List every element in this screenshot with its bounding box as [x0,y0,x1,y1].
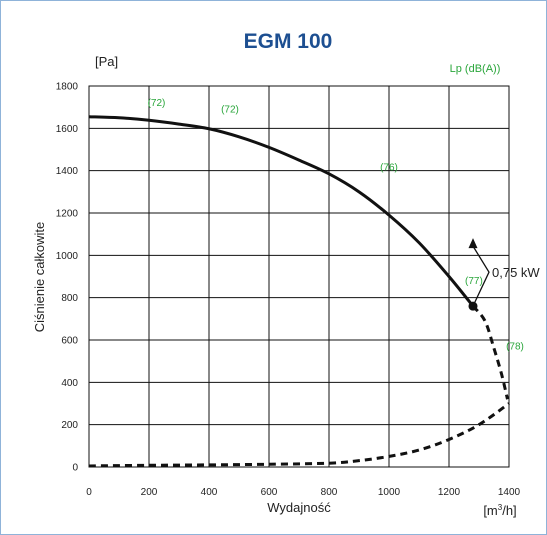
y-tick-label: 800 [61,293,78,304]
x-tick-label: 200 [141,487,158,498]
x-tick-label: 800 [321,487,338,498]
series-layer [88,115,510,468]
pressure-curve [88,115,475,308]
dashed-curve-2 [88,402,510,468]
y-tick-label: 0 [72,463,78,474]
marker-layer: 0,75 kW [468,238,540,311]
y-tick-label: 400 [61,378,78,389]
y-tick-label: 1200 [56,209,79,220]
chart-title: EGM 100 [244,30,333,53]
x-tick-label: 1000 [378,487,401,498]
y-tick-label: 1400 [56,166,79,177]
noise-annotation: (76) [380,163,398,174]
x-tick-label: 600 [261,487,278,498]
noise-annotation: (78) [506,342,524,353]
tick-layer: 0 200 400 600 800 1000 1200 1400 0 200 400 600 800 10… [56,82,521,499]
noise-annotation: (72) [221,104,239,115]
power-label: 0,75 kW [492,265,540,280]
y-unit-label: [Pa] [95,54,118,69]
y-tick-label: 200 [61,420,78,431]
x-axis-label: Wydajność [267,500,331,515]
y-tick-label: 600 [61,336,78,347]
power-arrow [472,245,490,307]
y-tick-label: 1000 [56,251,79,262]
annotation-layer: (72) (72) (76) (77) (78) [148,98,524,352]
x-tick-label: 400 [201,487,218,498]
power-arrow-head [468,238,478,249]
x-tick-label: 1400 [498,487,521,498]
y-tick-label: 1600 [56,124,79,135]
x-tick-label: 0 [86,487,92,498]
noise-annotation: (72) [148,98,166,109]
y-tick-label: 1800 [56,82,79,93]
grid-layer [88,85,510,468]
noise-level-label: Lp (dB(A)) [450,63,501,75]
dashed-curve-1 [471,305,509,400]
y-axis-label: Ciśnienie całkowite [32,222,47,333]
x-tick-label: 1200 [438,487,461,498]
x-unit-label: [m3/h] [483,503,516,518]
noise-annotation: (77) [465,276,483,287]
